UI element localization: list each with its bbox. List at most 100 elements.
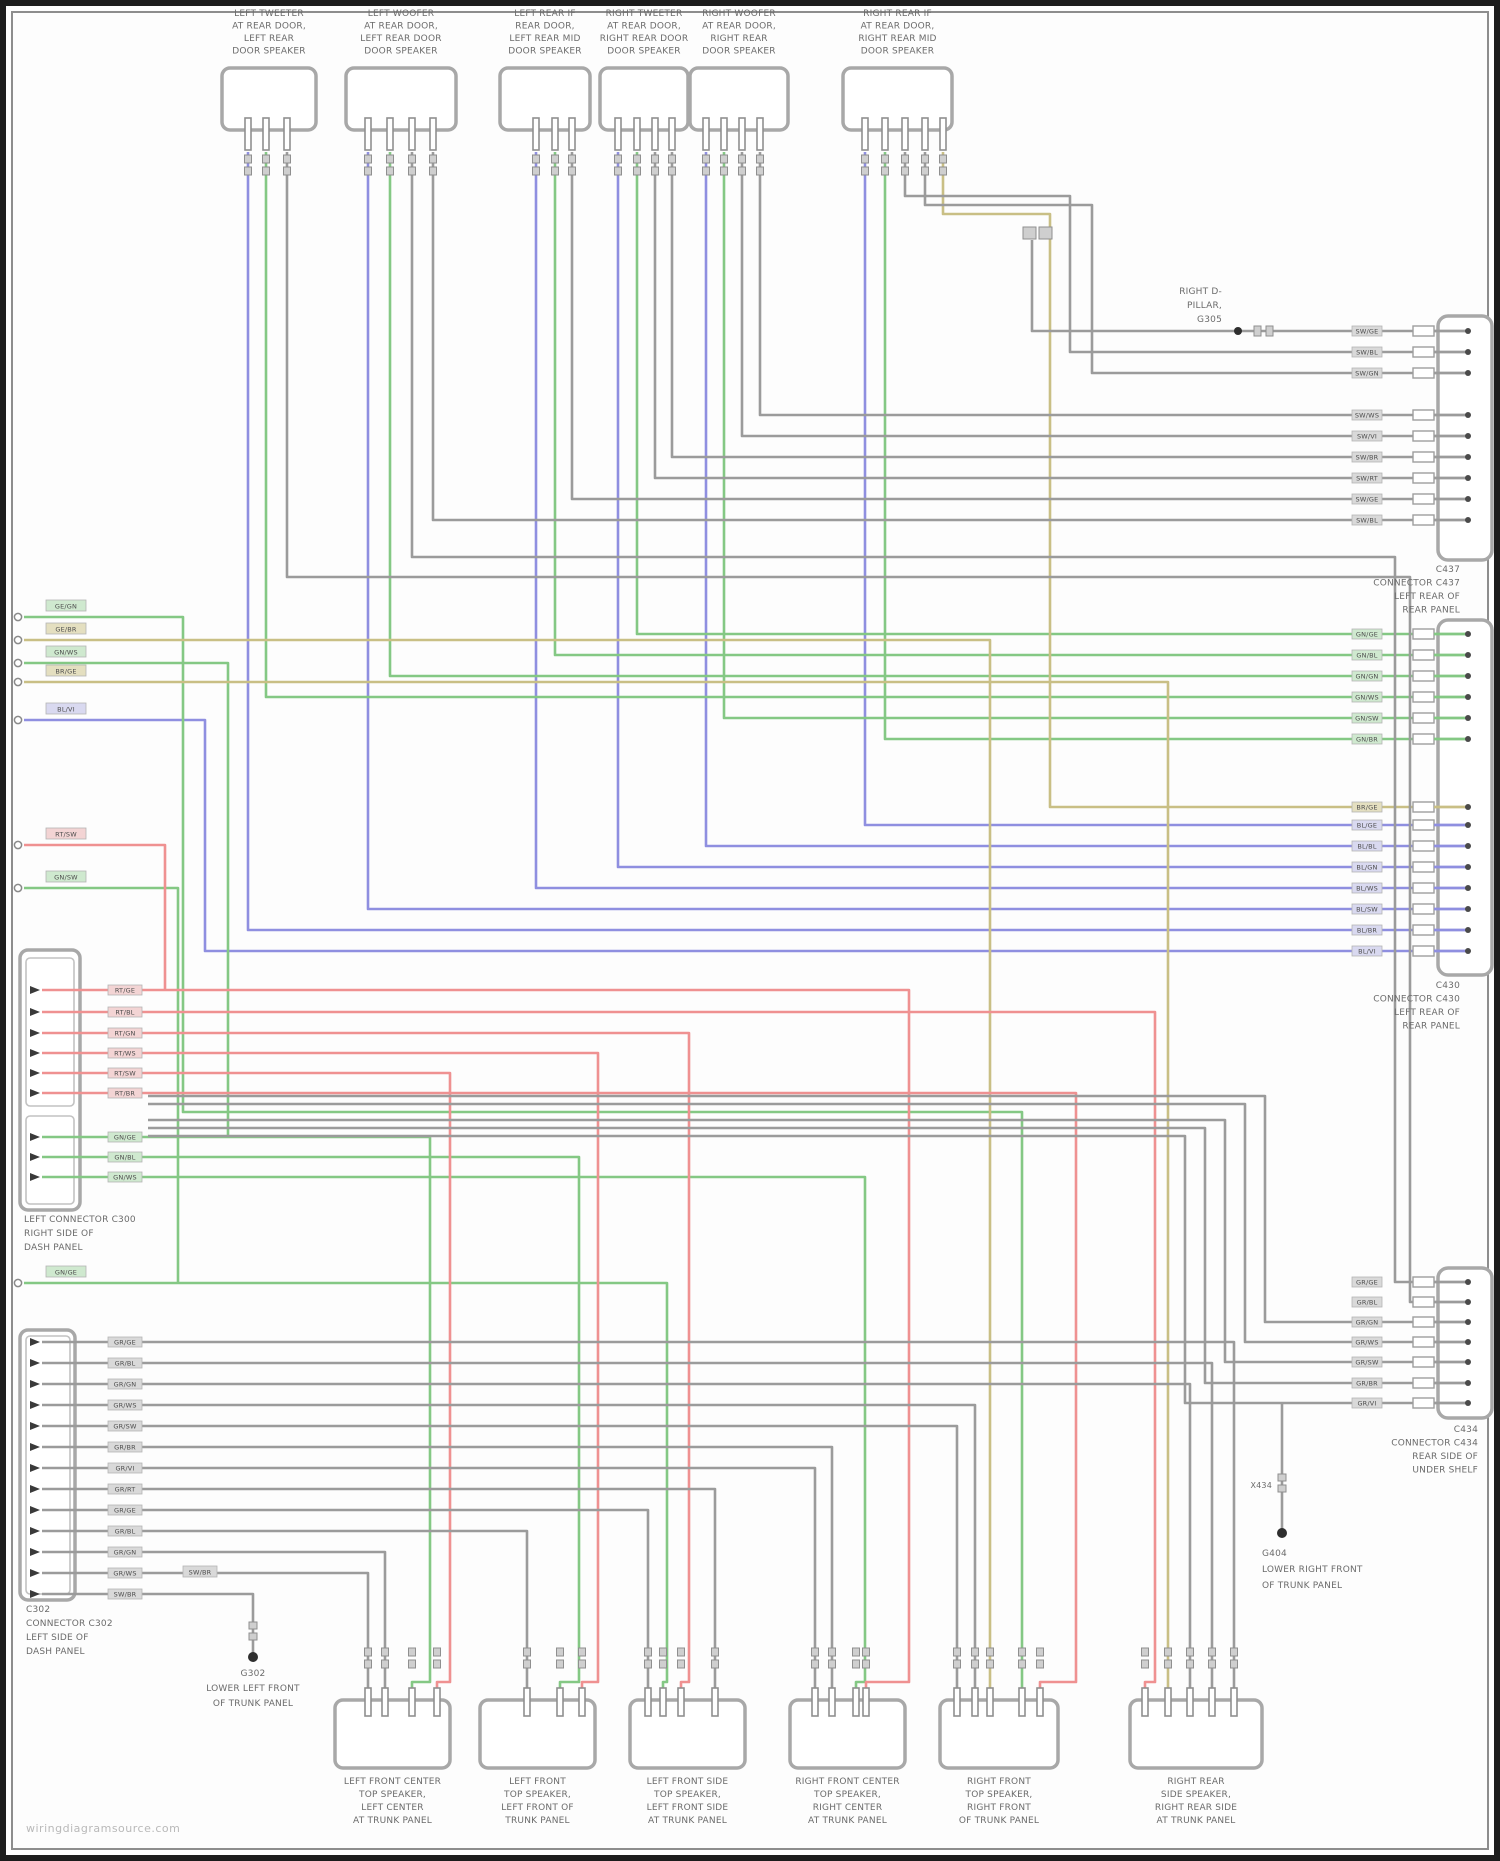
pin-icon [811,1687,819,1717]
wire-gray-u8 [431,152,1468,522]
terminal-dot-icon [1465,1380,1471,1386]
wire-code-text: GN/WS [54,648,78,656]
wire-code-text: GR/GN [114,1548,137,1556]
wire-code-text: GN/GE [1356,630,1378,638]
stub-pin-icon [13,883,23,893]
wire-code-box [107,1171,143,1183]
wire-code-text: BL/GE [1357,821,1377,829]
wire-code-text: SW/BL [1356,348,1378,356]
wire-gray-w2 [42,1361,1214,1712]
inline-connector-icon [1253,325,1262,337]
stub-pin-icon [13,840,23,850]
wire-code-box [1351,1356,1383,1368]
terminal-dot-icon [1465,475,1471,481]
pin-arrow-icon [30,986,40,994]
left-rear-mid-speaker-label: DOOR SPEAKER [508,47,581,57]
right-front-center-speaker-label: TOP SPEAKER, [813,1790,881,1800]
pin-arrow-icon [30,1443,40,1451]
pin-block-icon [1412,649,1435,661]
inline-connector-icon [986,1659,994,1669]
pin-arrow-icon [30,1590,40,1598]
right-tweeter-rear-door-box [598,66,690,132]
stub-code-box [45,664,87,677]
inline-connector-icon [921,166,929,176]
pin-icon [551,117,559,151]
wire-code-box [1351,903,1383,915]
inline-connector-icon [901,154,909,164]
wire-code-text: GR/GE [1356,1278,1378,1286]
inline-connector-icon [677,1659,685,1669]
right-rear-side-speaker-label: RIGHT REAR SIDE [1155,1803,1237,1813]
left-front-side-speaker-label: TOP SPEAKER, [653,1790,721,1800]
wire-gray-w9 [42,1508,650,1712]
right-front-speaker-label: RIGHT FRONT [967,1803,1031,1813]
inline-connector-icon [881,166,889,176]
pin-arrow-icon [30,1089,40,1097]
wire-code-box [1351,367,1383,379]
inline-connector-icon [364,154,372,164]
left-front-center-speaker-label: TOP SPEAKER, [358,1790,426,1800]
left-front-center-speaker-box [333,1698,452,1770]
pin-icon [386,117,394,151]
inline-connector-icon [408,1659,416,1669]
inline-connector-icon [862,1647,870,1657]
inline-connector-icon [953,1647,961,1657]
wire-code-box [107,1546,143,1558]
pin-block-icon [1412,1276,1435,1288]
pin-icon [939,117,947,151]
left-tweeter-rear-door-label: DOOR SPEAKER [232,47,305,57]
wire-gray-l3 [148,1118,1468,1364]
right-woofer-rear-door-label: RIGHT REAR [710,34,767,44]
wire-gray-w8 [42,1487,717,1712]
connector-c302-label: CONNECTOR C302 [26,1619,113,1629]
connector-c437-label: REAR PANEL [1402,606,1460,616]
wire-code-text: GN/WS [1355,693,1379,701]
terminal-dot-icon [1465,454,1471,460]
wire-code-text: RT/GN [114,1029,135,1037]
wire-code-text: SW/RT [1356,474,1378,482]
wire-code-box [1351,1296,1383,1308]
pin-arrow-icon [30,1422,40,1430]
wire-green-stub-1 [24,615,1024,1690]
connector-c437-label: C437 [1436,565,1460,575]
inline-connector-icon [668,166,676,176]
wire-code-text: BL/BL [1357,842,1377,850]
pin-icon [429,117,437,151]
wire-code-box [1351,1276,1383,1288]
inline-connector-icon [881,154,889,164]
watermark: wiringdiagramsource.com [26,1822,181,1835]
right-rear-side-speaker-label: SIDE SPEAKER, [1161,1790,1231,1800]
inline-connector-icon [971,1659,979,1669]
stub-pin-icon [13,1278,23,1288]
wire-code-text: SW/BR [1356,453,1379,461]
pin-arrow-icon [30,1464,40,1472]
wire-code-box [1351,493,1383,505]
wire-code-text: BL/VI [1358,947,1376,955]
pin-block-icon [1412,325,1435,337]
connector-c302-label: LEFT SIDE OF [26,1633,89,1643]
connector-c300-label: LEFT CONNECTOR C300 [24,1215,136,1225]
inline-connector-icon [861,154,869,164]
stub-code-box [45,870,87,883]
wire-green-t6 [883,152,1468,741]
left-front-speaker-label: TRUNK PANEL [504,1816,569,1826]
wire-code-text: RT/GE [115,986,135,994]
terminal-dot-icon [1465,864,1471,870]
left-woofer-rear-door-label: LEFT REAR DOOR [360,34,441,44]
right-rear-side-speaker-label: RIGHT REAR [1167,1777,1224,1787]
wire-code-text: RT/SW [114,1069,136,1077]
stub-code-box [45,1265,87,1278]
ground-g302-label: OF TRUNK PANEL [213,1699,293,1709]
connector-c430-label: REAR PANEL [1402,1022,1460,1032]
stub-code-box [45,827,87,840]
terminal-dot-icon [1465,1319,1471,1325]
pin-block-icon [1412,514,1435,526]
right-woofer-rear-door-label: RIGHT WOOFER [702,9,776,19]
terminal-dot-icon [1465,412,1471,418]
left-rear-mid-speaker-box [498,66,592,132]
pin-block-icon [1412,1356,1435,1368]
left-front-side-speaker-label: LEFT FRONT SIDE [647,1803,729,1813]
splice-x434-label: X434 [1250,1481,1272,1490]
pin-icon [532,117,540,151]
inline-connector-icon [1022,226,1037,240]
